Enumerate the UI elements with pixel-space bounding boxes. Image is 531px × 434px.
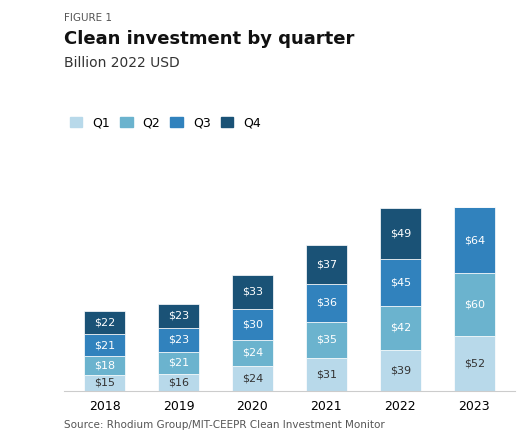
Bar — [158, 304, 199, 328]
Bar — [306, 358, 347, 391]
Bar — [84, 334, 125, 356]
Text: $21: $21 — [168, 358, 189, 368]
Bar — [158, 352, 199, 374]
Bar — [380, 306, 421, 350]
Text: $33: $33 — [242, 287, 263, 297]
Text: $42: $42 — [390, 323, 411, 333]
Text: Billion 2022 USD: Billion 2022 USD — [64, 56, 179, 70]
Bar — [232, 275, 273, 309]
Legend: Q1, Q2, Q3, Q4: Q1, Q2, Q3, Q4 — [70, 116, 261, 129]
Bar — [158, 328, 199, 352]
Text: FIGURE 1: FIGURE 1 — [64, 13, 112, 23]
Bar — [84, 375, 125, 391]
Text: $18: $18 — [94, 361, 115, 371]
Bar — [306, 322, 347, 358]
Bar — [454, 336, 494, 391]
Text: $22: $22 — [94, 318, 115, 328]
Text: $60: $60 — [464, 300, 485, 310]
Bar — [454, 273, 494, 336]
Text: $39: $39 — [390, 365, 411, 375]
Text: $36: $36 — [316, 298, 337, 308]
Bar — [380, 259, 421, 306]
Bar — [84, 356, 125, 375]
Bar — [232, 309, 273, 340]
Text: $45: $45 — [390, 277, 411, 287]
Bar — [306, 284, 347, 322]
Bar — [84, 311, 125, 334]
Text: $31: $31 — [316, 369, 337, 379]
Text: $24: $24 — [242, 348, 263, 358]
Text: $35: $35 — [316, 335, 337, 345]
Text: Clean investment by quarter: Clean investment by quarter — [64, 30, 354, 48]
Text: $24: $24 — [242, 373, 263, 383]
Text: $23: $23 — [168, 311, 189, 321]
Bar — [380, 207, 421, 259]
Text: $23: $23 — [168, 335, 189, 345]
Text: $16: $16 — [168, 377, 189, 387]
Text: $49: $49 — [390, 228, 411, 238]
Bar — [306, 245, 347, 284]
Bar — [380, 350, 421, 391]
Text: Source: Rhodium Group/MIT-CEEPR Clean Investment Monitor: Source: Rhodium Group/MIT-CEEPR Clean In… — [64, 420, 384, 430]
Text: $21: $21 — [94, 340, 115, 350]
Bar — [232, 365, 273, 391]
Bar — [232, 340, 273, 365]
Text: $30: $30 — [242, 320, 263, 330]
Bar — [454, 207, 494, 273]
Text: $52: $52 — [464, 358, 485, 368]
Text: $37: $37 — [316, 260, 337, 270]
Text: $15: $15 — [94, 378, 115, 388]
Text: $64: $64 — [464, 235, 485, 245]
Bar — [158, 374, 199, 391]
